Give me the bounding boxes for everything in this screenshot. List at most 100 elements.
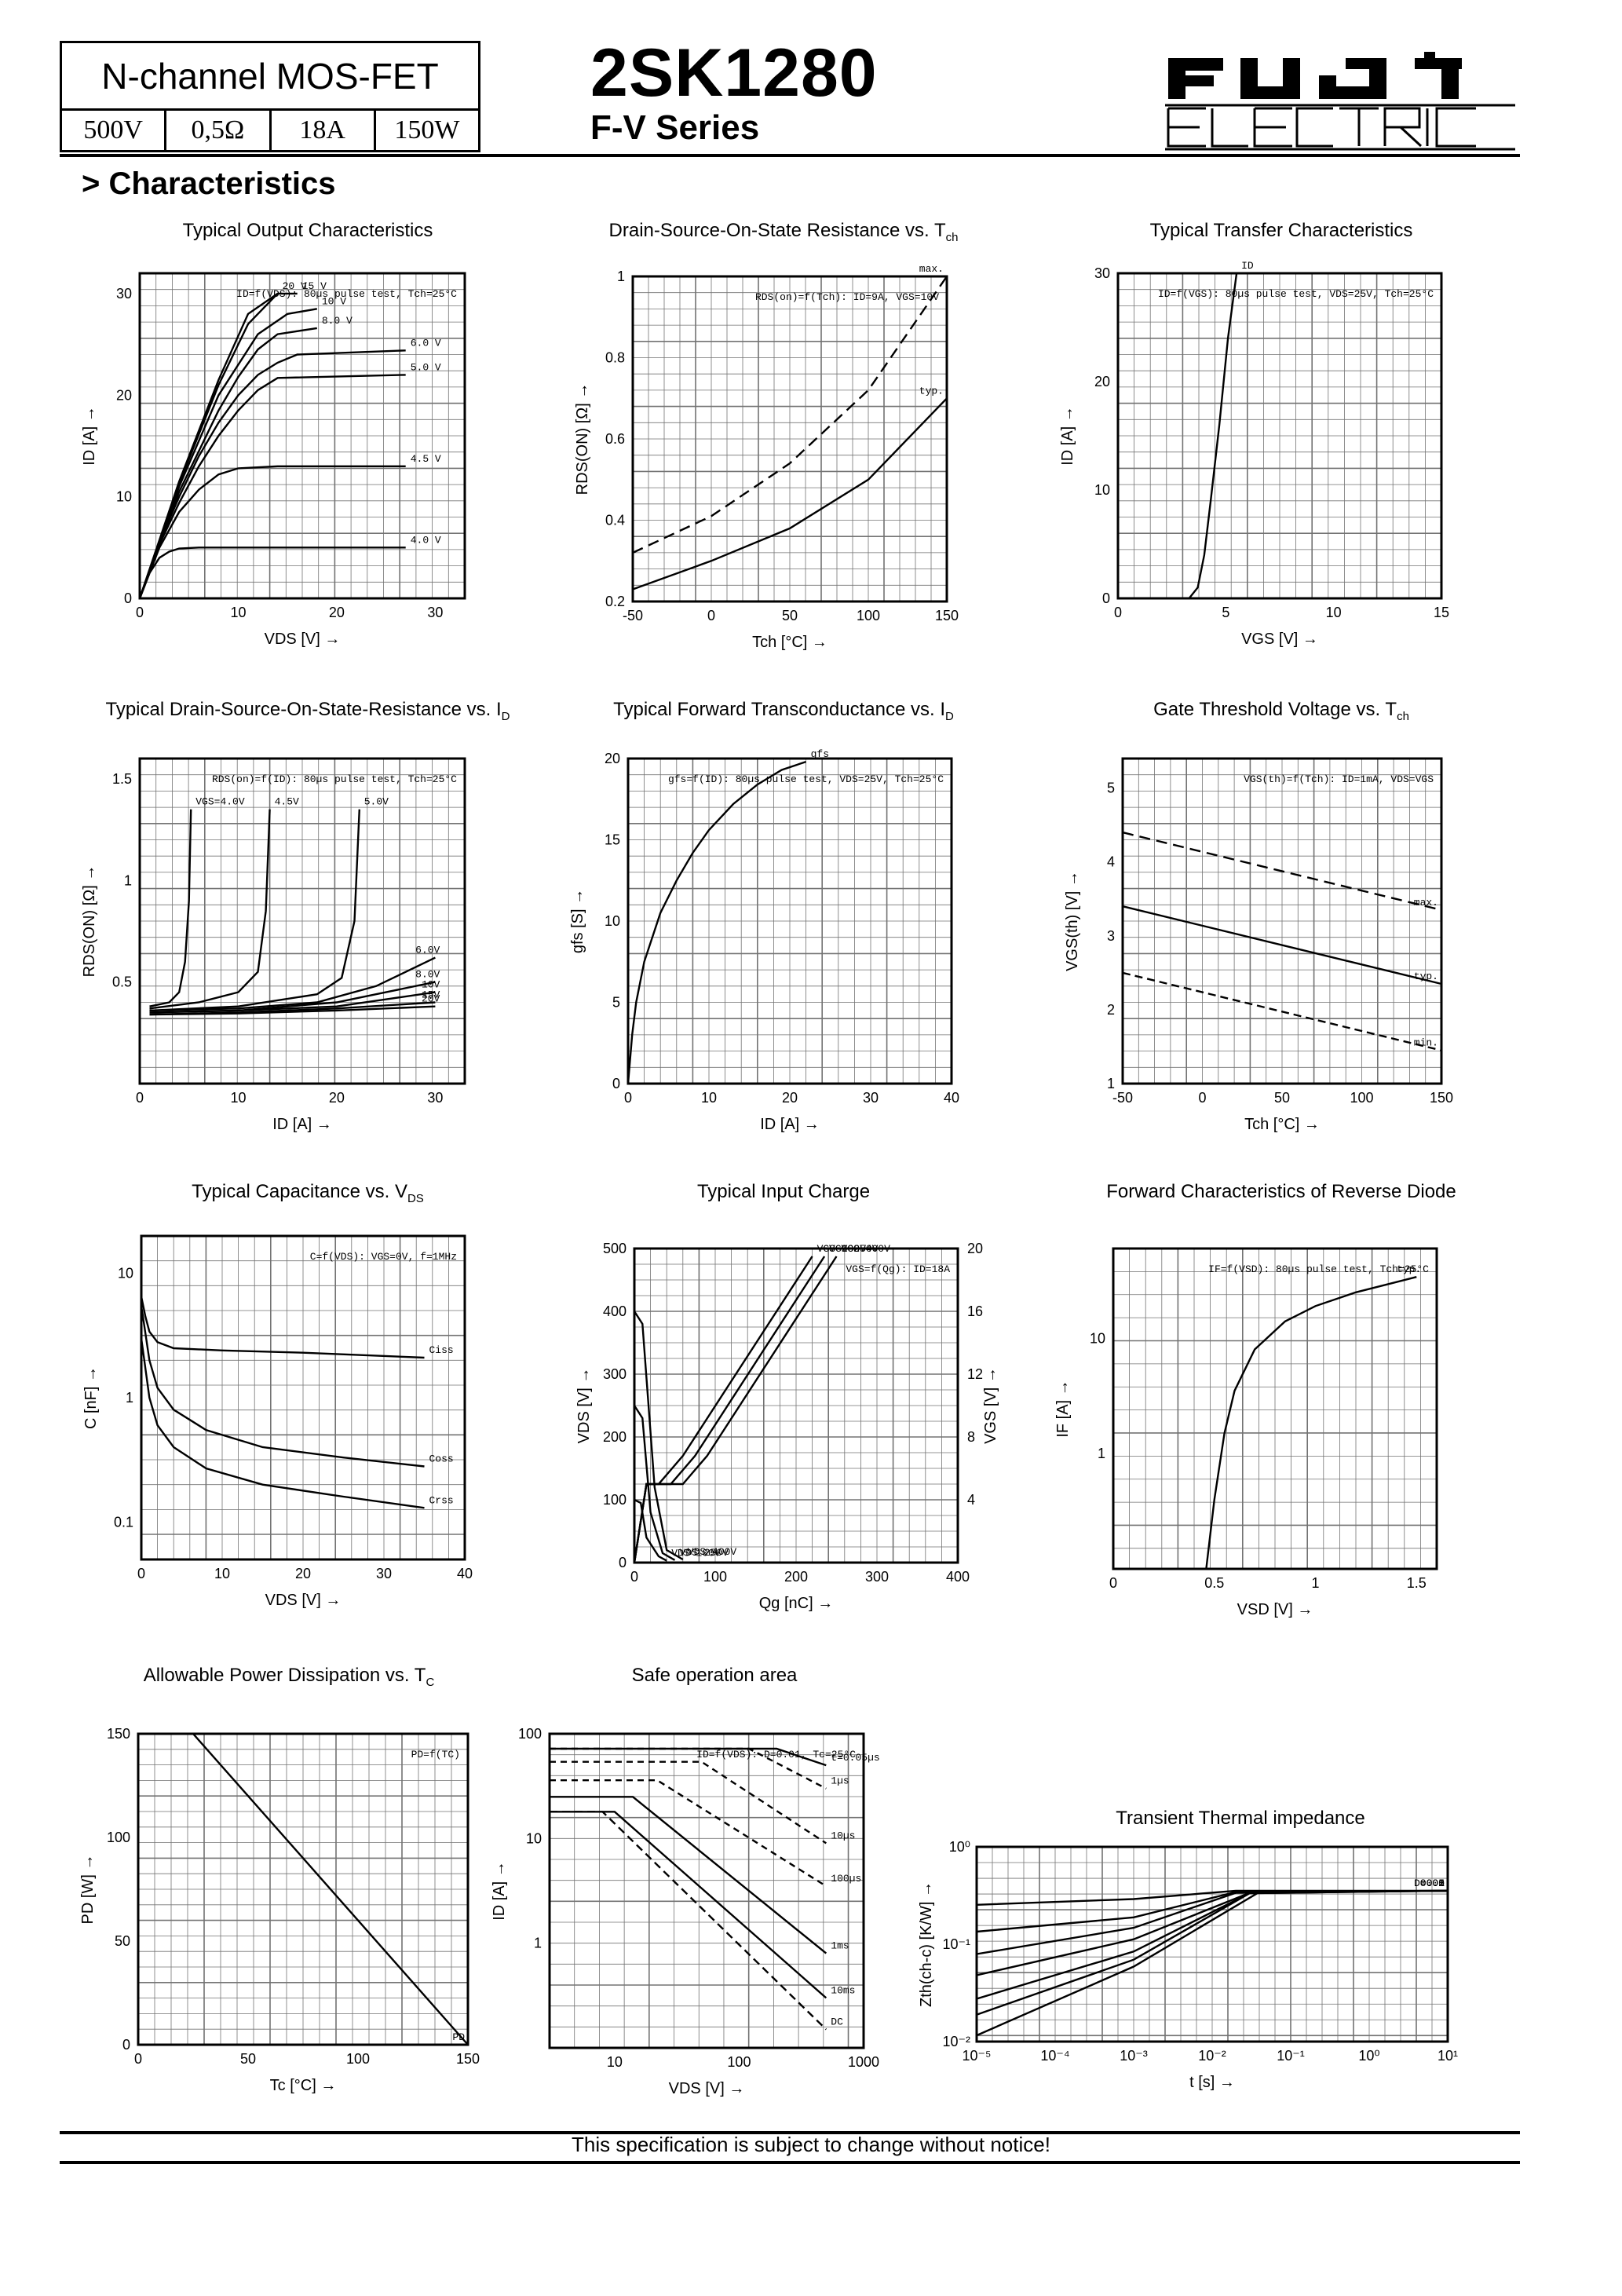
series-line-1 [149,809,271,1010]
x-tick-label: 0 [1198,1090,1206,1106]
series-label-0: VGS=4.0V [195,796,245,808]
series-label-1: VGS 250V [829,1243,879,1255]
chart-title-soa: Safe operation area [631,1665,798,1686]
series-label-4: 0.02 [1420,1877,1445,1889]
series-line-1 [140,1305,425,1468]
plot-frame [548,1732,865,2049]
x-axis-label: t [s] → [1189,2074,1235,2091]
x-tick-label: 10⁻² [1198,2048,1226,2064]
series-label-3: 6.0V [415,945,440,956]
series-line-5 [149,991,436,1014]
series-line-3 [149,956,436,1012]
y-tick-label: 30 [1094,265,1110,281]
x-tick-label: 10 [701,1090,717,1106]
chart-gfs: 0 10 20 30 40 0 5 10 15 20 ID [A] → gfs [S] → gfs=f(… [569,748,959,1133]
series-line-6 [550,1811,827,2031]
series-line-0 [632,397,948,590]
chart-svg: 10⁻⁵ 10⁻⁴ 10⁻³ 10⁻² 10⁻¹ 10⁰ 10¹ 10⁻² 10⁻¹ 10⁰ t [… [918,1839,1458,2091]
x-tick-label: 40 [944,1090,959,1106]
x-tick-label: 10⁻¹ [1277,2048,1305,2064]
series-line-2 [138,374,406,599]
x-tick-label: 200 [784,1569,808,1585]
series-label-2: Crss [429,1494,454,1506]
y-tick-label: 4 [1107,854,1115,870]
y-tick-label: 0.2 [605,594,625,609]
y-tick-label: 100 [107,1830,130,1845]
x-tick-label: 20 [329,1090,345,1106]
x-tick-label: 30 [427,605,443,620]
part-number: 2SK1280 [590,35,878,111]
chart-power: 0 50 100 150 0 50 100 150 Tc [°C] → PD [W] → PD=f(… [79,1726,480,2094]
y-tick-label: 15 [605,832,620,848]
series-label-0: typ. [1397,1263,1421,1275]
x-tick-label: -50 [1112,1090,1133,1106]
footer-note: This specification is subject to change … [572,2133,1050,2156]
series-label-7: 20V [422,993,440,1005]
series-line-0 [1205,1276,1417,1570]
chart-title-capacitance: Typical Capacitance vs. VDS [192,1181,424,1205]
series-label-7: 20 V [283,280,307,292]
chart-title-charge: Typical Input Charge [696,1181,871,1202]
x-tick-label: 15 [1434,605,1449,620]
chart-note: IF=f(VSD): 80µs pulse test, Tch=25°C [1208,1263,1429,1275]
chart-output: 0 10 20 30 0 10 20 30 VDS [V] → ID [A] → ID=f(VDS)… [81,272,466,648]
series-label-4: VDS 250V [680,1547,729,1559]
footer-rule-top [60,2131,1520,2134]
chart-vth: -50 0 50 100 150 1 2 3 4 5 Tch [°C] → VGS(th) [V] →… [1064,757,1453,1133]
series-line-5 [634,1498,667,1562]
series-label-1: 0.2 [1427,1877,1445,1889]
series-label-6: DC [831,2016,843,2028]
spec-voltage: 500V [62,111,167,150]
chart-rds-id: 0 10 20 30 0.5 1 1.5 ID [A] → RDS(ON) [Ω] → RDS(o… [81,757,466,1133]
x-tick-label: 1.5 [1407,1575,1427,1591]
y-axis-label: RDS(ON) [Ω] → [81,865,98,978]
chart-title-output: Typical Output Characteristics [182,220,433,241]
series-label-0: ID [1241,260,1254,272]
chart-note: VGS(th)=f(Tch): ID=1mA, VDS=VGS [1244,773,1434,785]
x-tick-label: 400 [946,1569,970,1585]
chart-svg: 0 10 20 30 40 0 5 10 15 20 ID [A] → gfs [S] → gfs=f(… [569,748,959,1133]
spec-current: 18A [272,111,376,150]
x-tick-label: 10⁻⁴ [1040,2048,1069,2064]
plot-frame [140,1234,466,1561]
y-tick-label: 1 [1107,1076,1115,1091]
y-tick-label: 1 [534,1936,542,1951]
x-tick-label: 50 [240,2051,256,2067]
series-label-0: PD [452,2031,465,2043]
chart-note: ID=f(VGS): 80µs pulse test, VDS=25V, Tch… [1158,288,1434,300]
chart-svg: -50 0 50 100 150 1 2 3 4 5 Tch [°C] → VGS(th) [V] →… [1064,757,1453,1133]
x-tick-label: 30 [863,1090,879,1106]
y-tick-label: 1 [124,872,132,888]
chart-title-thermal: Transient Thermal impedance [1116,1808,1365,1829]
chart-title-vth: Gate Threshold Voltage vs. Tch [1153,699,1409,723]
y-tick-label: 100 [518,1726,542,1742]
series-label-6: 15V [422,989,440,1001]
series-line-1 [632,276,948,554]
chart-rds-tch: -50 0 50 100 150 0.2 0.4 0.6 0.8 1 Tch [°C] → RDS(O… [574,263,959,651]
plot-frame [627,757,953,1085]
x-axis-label: Tch [°C] → [1244,1116,1320,1133]
x-tick-label: 300 [865,1569,889,1585]
x-tick-label: 20 [782,1090,798,1106]
y-tick-label: 200 [603,1429,627,1445]
y-tick-label: 0.6 [605,431,625,447]
x-tick-label: 10 [607,2054,623,2070]
plot-frame [1116,272,1443,600]
chart-note: ID=f(VDS): D=0.01, Tc=25°C [696,1749,856,1760]
x-tick-label: 100 [1350,1090,1373,1106]
y-tick-label: 1 [126,1390,133,1406]
x-axis-label: ID [A] → [760,1116,820,1133]
y-axis-label: PD [W] → [79,1855,97,1925]
series-line-0 [633,1256,838,1563]
x-tick-label: 100 [727,2054,751,2070]
chart-title-transfer: Typical Transfer Characteristics [1149,220,1413,241]
chart-svg: 0 100 200 300 400 0 100 200 300 400 500 4 8 12 16 20 VGS… [575,1241,999,1612]
grid [633,276,947,601]
y-tick-label: 10 [526,1830,542,1846]
chart-title-power: Allowable Power Dissipation vs. TC [143,1665,435,1689]
y-tick-label: 300 [603,1366,627,1382]
footer-rule-bottom [60,2161,1520,2164]
x-axis-label: VGS [V] → [1241,631,1318,648]
x-axis-label: ID [A] → [272,1116,332,1133]
series-label-0: max. [1414,897,1438,909]
